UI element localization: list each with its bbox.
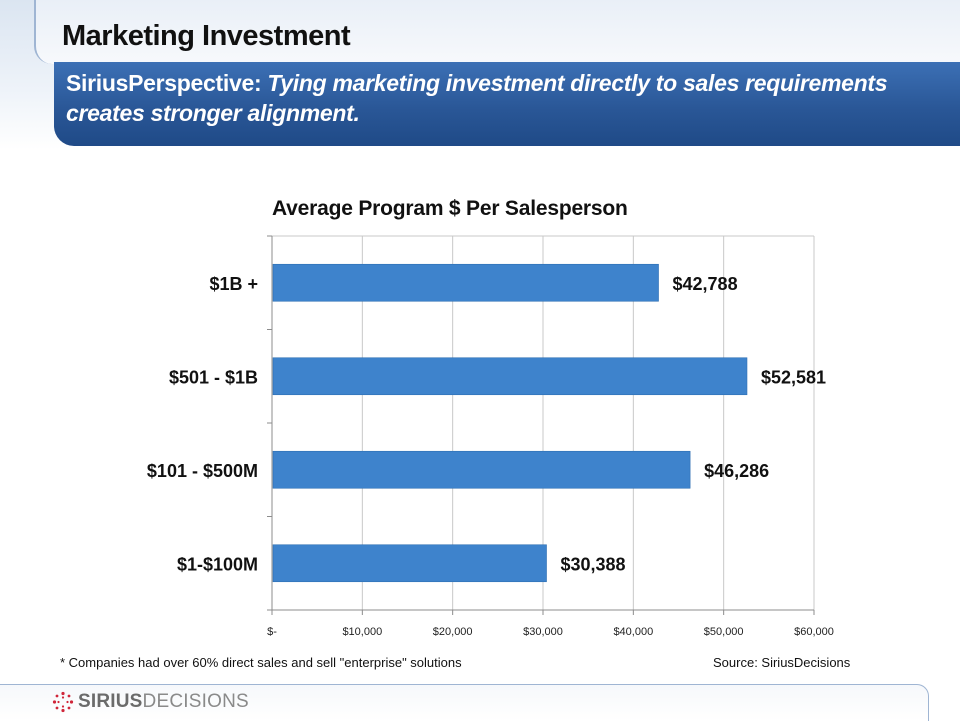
perspective-statement: Tying marketing investment directly to s… bbox=[66, 70, 888, 126]
footer-bar bbox=[0, 684, 929, 721]
value-label: $42,788 bbox=[673, 274, 738, 294]
x-tick-label: $- bbox=[267, 626, 277, 638]
siriusdecisions-logo: SIRIUSDECISIONS bbox=[52, 689, 249, 715]
bar bbox=[272, 544, 547, 583]
logo-wordmark: SIRIUSDECISIONS bbox=[78, 691, 249, 713]
perspective-text: SiriusPerspective: Tying marketing inves… bbox=[66, 68, 946, 128]
perspective-label: SiriusPerspective: bbox=[66, 70, 262, 96]
title-tab bbox=[34, 0, 960, 64]
bar bbox=[272, 357, 748, 396]
x-tick-label: $10,000 bbox=[342, 626, 382, 638]
bar bbox=[272, 450, 691, 489]
x-tick-label: $30,000 bbox=[523, 626, 563, 638]
category-label: $1B + bbox=[209, 274, 258, 294]
x-tick-label: $20,000 bbox=[433, 626, 473, 638]
category-label: $501 - $1B bbox=[169, 367, 258, 387]
x-tick-label: $60,000 bbox=[794, 626, 834, 638]
value-label: $46,286 bbox=[704, 461, 769, 481]
chart-title: Average Program $ Per Salesperson bbox=[272, 197, 628, 220]
category-label: $1-$100M bbox=[177, 554, 258, 574]
logo-word-decisions: DECISIONS bbox=[142, 691, 249, 712]
slide-title: Marketing Investment bbox=[62, 20, 351, 52]
value-label: $52,581 bbox=[761, 367, 826, 387]
x-tick-label: $40,000 bbox=[613, 626, 653, 638]
logo-word-sirius: SIRIUS bbox=[78, 691, 143, 712]
source-note: Source: SiriusDecisions bbox=[713, 655, 851, 670]
footnote: * Companies had over 60% direct sales an… bbox=[60, 655, 462, 670]
value-label: $30,388 bbox=[561, 554, 626, 574]
category-label: $101 - $500M bbox=[147, 461, 258, 481]
sirius-star-icon bbox=[52, 691, 74, 713]
bar bbox=[272, 263, 659, 302]
perspective-banner: SiriusPerspective: Tying marketing inves… bbox=[54, 62, 960, 146]
x-tick-label: $50,000 bbox=[704, 626, 744, 638]
